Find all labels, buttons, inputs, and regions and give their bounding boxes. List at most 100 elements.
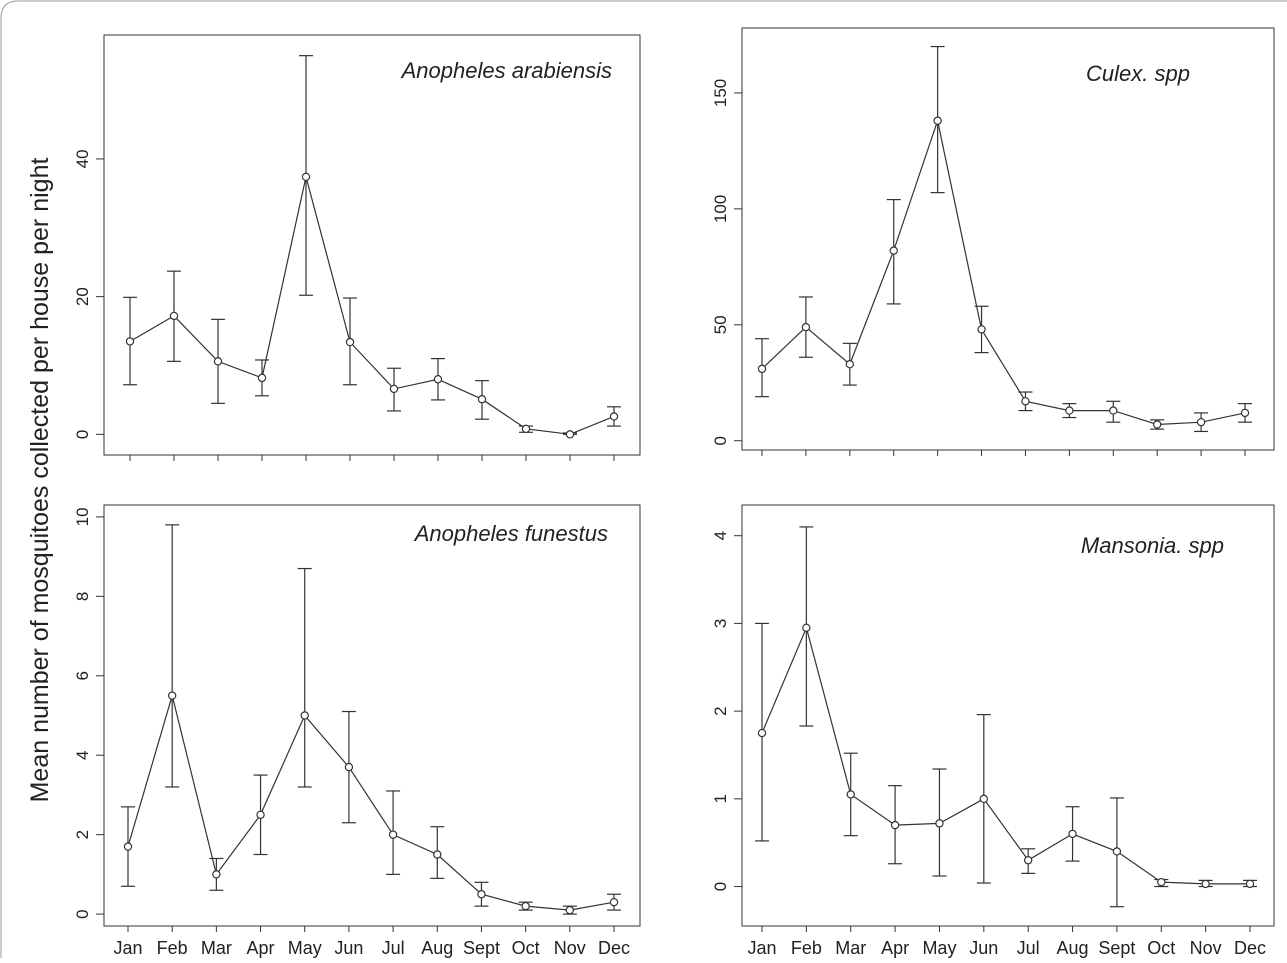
y-tick-label: 1 — [711, 794, 730, 803]
data-point — [890, 820, 900, 830]
y-tick-label: 100 — [711, 195, 730, 223]
plot-frame — [741, 504, 1275, 927]
data-point — [301, 172, 311, 182]
y-tick-label: 40 — [73, 149, 92, 168]
data-point — [1157, 877, 1166, 887]
data-point — [521, 424, 531, 434]
data-point — [1068, 829, 1077, 839]
series-line — [761, 625, 1250, 885]
y-tick-label: 150 — [711, 79, 730, 107]
x-tick-label: Aug — [421, 938, 453, 958]
data-point — [1201, 879, 1210, 889]
x-tick-label: Dec — [598, 938, 630, 958]
data-point — [1240, 408, 1250, 418]
x-tick-label: Mar — [201, 938, 232, 958]
x-tick-label: Sept — [463, 938, 500, 958]
y-tick-label: 4 — [73, 750, 92, 759]
y-tick-label: 0 — [73, 909, 92, 918]
chart-panel-4: Mansonia. spp 0 1 2 3 4 Jan Feb Mar Apr May Jun Jul A… — [711, 504, 1275, 958]
data-point — [1065, 406, 1074, 415]
data-point — [212, 870, 221, 879]
data-point — [889, 246, 898, 255]
y-tick-label: 0 — [711, 436, 730, 445]
data-point — [169, 311, 179, 321]
x-tick-label: Feb — [791, 938, 822, 958]
x-tick-label: Jan — [113, 938, 142, 958]
data-point — [757, 364, 767, 374]
y-tick-label: 10 — [73, 507, 92, 526]
y-tick-label: 0 — [711, 882, 730, 891]
y-tick-label: 3 — [711, 619, 730, 628]
panel-title: Anopheles arabiensis — [400, 58, 612, 83]
x-tick-label: Oct — [512, 938, 540, 958]
data-point — [565, 430, 575, 439]
data-point — [933, 116, 942, 125]
x-tick-label: Jun — [334, 938, 363, 958]
data-point — [123, 842, 133, 851]
data-point — [345, 337, 355, 347]
x-tick-label: Apr — [247, 938, 275, 958]
data-point — [1196, 417, 1206, 427]
data-point — [388, 830, 398, 839]
data-point — [213, 357, 223, 366]
data-point — [300, 711, 309, 720]
data-point — [125, 337, 135, 346]
x-tick-label: Aug — [1057, 938, 1089, 958]
data-point — [521, 901, 530, 911]
x-tick-label: Jun — [969, 938, 998, 958]
y-tick-label: 20 — [73, 287, 92, 306]
data-point — [1112, 847, 1122, 856]
x-tick-label: Jul — [1017, 938, 1040, 958]
plot-frame — [741, 27, 1275, 451]
data-point — [433, 375, 443, 384]
panel-title: Culex. spp — [1086, 61, 1190, 86]
data-point — [845, 360, 855, 369]
data-point — [609, 897, 619, 907]
data-point — [167, 691, 177, 700]
data-point — [801, 322, 811, 332]
x-tick-label: May — [922, 938, 956, 958]
y-tick-label: 4 — [711, 531, 730, 540]
data-point — [344, 762, 354, 772]
data-point — [433, 850, 442, 859]
data-point — [757, 728, 767, 738]
data-point — [389, 384, 399, 394]
data-point — [477, 395, 487, 404]
series-line — [129, 176, 615, 435]
y-tick-label: 6 — [73, 671, 92, 680]
x-tick-label: Dec — [1234, 938, 1266, 958]
data-point — [846, 790, 855, 799]
data-point — [802, 623, 811, 632]
y-tick-label: 2 — [73, 830, 92, 839]
y-axis-label: Mean number of mosquitoes collected per … — [26, 158, 54, 803]
x-tick-label: Nov — [554, 938, 586, 958]
data-point — [609, 412, 619, 421]
y-tick-label: 8 — [73, 592, 92, 601]
data-point — [1152, 420, 1162, 429]
x-tick-label: May — [288, 938, 322, 958]
panel-title: Anopheles funestus — [413, 521, 608, 546]
data-point — [1021, 397, 1030, 406]
data-point — [1109, 406, 1118, 415]
x-tick-label: Feb — [157, 938, 188, 958]
series-line — [127, 693, 615, 911]
x-tick-label: Oct — [1147, 938, 1175, 958]
data-point — [257, 373, 267, 383]
plot-frame — [103, 34, 641, 456]
chart-panel-1: Anopheles arabiensis 0 20 40 — [73, 34, 641, 461]
y-tick-label: 2 — [711, 706, 730, 715]
chart-panel-2: Culex. spp 0 50 100 150 — [711, 27, 1275, 456]
x-tick-label: Apr — [881, 938, 909, 958]
data-point — [256, 810, 265, 819]
data-point — [565, 905, 575, 915]
chart-panel-3: Anopheles funestus 0 2 4 6 8 10 Jan Feb Mar Apr May… — [73, 504, 641, 958]
x-tick-label: Sept — [1098, 938, 1135, 958]
data-point — [1245, 879, 1255, 889]
plot-frame — [103, 504, 641, 927]
data-point — [979, 794, 989, 804]
data-point — [977, 325, 986, 334]
x-tick-label: Jan — [747, 938, 776, 958]
